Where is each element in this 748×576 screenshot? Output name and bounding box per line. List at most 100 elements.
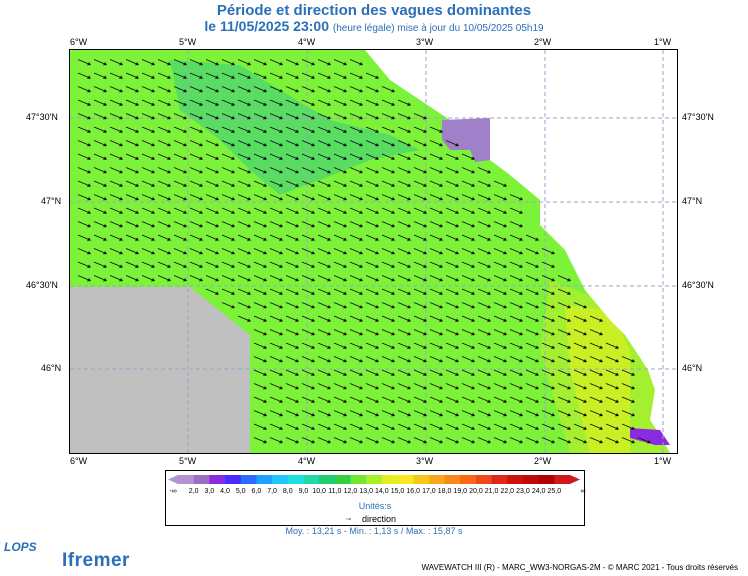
direction-arrow — [557, 275, 571, 281]
direction-arrow — [445, 369, 459, 376]
direction-arrow — [221, 167, 235, 173]
lon-label-bottom: 1°W — [654, 456, 672, 466]
colorbar-tick-label: 15,0 — [390, 488, 405, 495]
direction-arrow-head — [359, 399, 363, 403]
direction-arrow — [413, 261, 427, 268]
direction-arrow — [189, 275, 203, 281]
direction-arrow — [381, 86, 395, 92]
direction-arrow-head — [375, 237, 379, 241]
direction-arrow — [429, 153, 443, 160]
direction-arrow-head — [439, 399, 443, 403]
direction-arrow — [301, 302, 315, 308]
direction-arrow-head — [599, 426, 603, 430]
direction-arrow-head — [279, 210, 283, 214]
colorbar-tick-label: 10,0 — [312, 488, 326, 495]
direction-arrow — [109, 261, 123, 268]
direction-arrow — [477, 437, 491, 443]
lon-label-top: 1°W — [654, 37, 672, 47]
direction-arrow-head — [247, 264, 251, 268]
direction-arrow-head — [327, 75, 331, 79]
direction-arrow-head — [599, 386, 603, 390]
direction-arrow-head — [551, 332, 555, 336]
direction-arrow-head — [279, 224, 283, 228]
direction-arrow — [349, 329, 363, 335]
wave-period-map[interactable] — [69, 49, 678, 454]
direction-arrow — [157, 153, 171, 160]
direction-arrow — [269, 194, 283, 200]
direction-arrow — [365, 248, 379, 254]
direction-arrow — [221, 234, 235, 241]
direction-arrow-head — [183, 237, 187, 241]
direction-arrow-head — [295, 156, 299, 160]
direction-arrow-head — [471, 305, 475, 309]
direction-arrow-head — [263, 440, 267, 444]
direction-arrow-head — [503, 413, 507, 417]
direction-arrow-head — [551, 345, 555, 349]
direction-arrow-head — [167, 278, 171, 282]
direction-arrow-head — [567, 440, 571, 444]
direction-arrow-head — [311, 278, 315, 282]
direction-arrow — [141, 59, 155, 65]
direction-arrow-head — [551, 305, 555, 309]
direction-arrow-head — [215, 102, 219, 106]
direction-arrow — [157, 99, 171, 106]
direction-arrow-head — [583, 305, 587, 309]
direction-arrow-head — [519, 278, 523, 282]
direction-arrow-head — [311, 102, 315, 106]
direction-arrow — [477, 315, 491, 322]
direction-arrow-head — [231, 251, 235, 255]
direction-arrow-head — [535, 426, 539, 430]
direction-arrow-head — [439, 183, 443, 187]
direction-arrow — [189, 234, 203, 241]
direction-arrow-head — [119, 278, 123, 282]
direction-arrow — [205, 86, 219, 92]
direction-arrow-head — [279, 183, 283, 187]
direction-arrow — [573, 302, 587, 308]
direction-arrow — [573, 383, 587, 389]
direction-arrow-head — [551, 291, 555, 295]
direction-arrow — [365, 396, 379, 403]
direction-arrow — [493, 342, 507, 349]
direction-arrow — [93, 261, 107, 268]
direction-arrow-head — [183, 143, 187, 147]
direction-arrow — [173, 275, 187, 281]
direction-arrow — [253, 234, 267, 241]
direction-arrow — [589, 383, 603, 389]
direction-arrow — [557, 315, 571, 322]
direction-arrow — [397, 410, 411, 416]
map-canvas — [70, 50, 677, 453]
direction-arrow-head — [103, 170, 107, 174]
direction-arrow — [509, 437, 523, 443]
direction-arrow — [253, 248, 267, 254]
direction-arrow-head — [295, 143, 299, 147]
direction-arrow-head — [455, 251, 459, 255]
direction-arrow-head — [375, 291, 379, 295]
direction-arrow-head — [407, 251, 411, 255]
direction-arrow — [381, 234, 395, 241]
direction-arrow-head — [519, 210, 523, 214]
direction-arrow — [541, 288, 555, 295]
direction-arrow — [605, 383, 619, 389]
direction-arrow — [365, 437, 379, 443]
direction-arrow — [365, 140, 379, 146]
direction-arrow — [621, 410, 635, 416]
direction-arrow — [557, 302, 571, 308]
colorbar-swatch — [475, 475, 493, 484]
direction-arrow — [461, 437, 475, 443]
direction-arrow — [541, 315, 555, 322]
direction-arrow — [509, 315, 523, 322]
direction-arrow-head — [551, 440, 555, 444]
direction-arrow — [381, 275, 395, 281]
direction-arrow — [445, 261, 459, 268]
lat-label-right: 46°N — [682, 363, 703, 373]
direction-arrow-head — [391, 413, 395, 417]
direction-arrow — [173, 261, 187, 268]
direction-arrow — [573, 396, 587, 403]
direction-arrow — [477, 234, 491, 241]
direction-arrow — [397, 383, 411, 389]
direction-arrow-head — [279, 278, 283, 282]
direction-arrow — [365, 315, 379, 322]
direction-arrow — [397, 396, 411, 403]
direction-arrow — [221, 113, 235, 119]
forecast-time: le 11/05/2025 23:00 — [204, 18, 329, 34]
